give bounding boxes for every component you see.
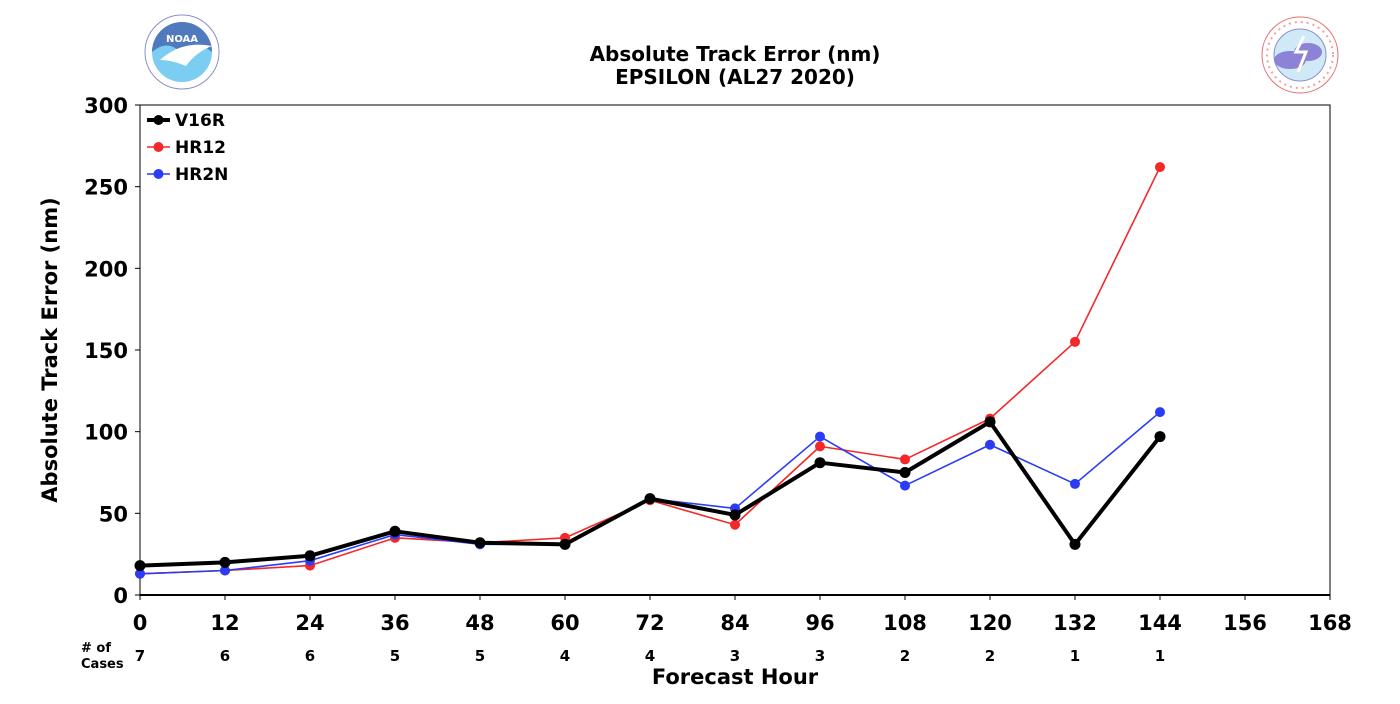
case-count: 2 bbox=[985, 647, 995, 665]
data-point-v16r bbox=[134, 560, 146, 572]
noaa-logo-text: NOAA bbox=[166, 34, 198, 45]
case-count: 5 bbox=[475, 647, 485, 665]
x-tick-label: 144 bbox=[1138, 611, 1182, 635]
data-point-v16r bbox=[304, 550, 316, 562]
legend-label: HR2N bbox=[175, 165, 228, 185]
x-tick-label: 132 bbox=[1053, 611, 1097, 635]
cases-row: 7 6 6 5 5 4 4 3 3 2 2 1 1 bbox=[135, 647, 1165, 665]
y-tick-label: 50 bbox=[99, 502, 128, 526]
y-axis-label: Absolute Track Error (nm) bbox=[38, 197, 62, 502]
data-point-v16r bbox=[389, 525, 401, 537]
nws-logo bbox=[1261, 16, 1339, 94]
data-point-hr2n bbox=[135, 568, 145, 579]
case-count: 1 bbox=[1155, 647, 1165, 665]
x-tick-label: 120 bbox=[968, 611, 1012, 635]
legend-marker bbox=[153, 169, 164, 179]
data-point-v16r bbox=[984, 416, 996, 428]
data-point-hr12 bbox=[900, 454, 910, 465]
y-tick-label: 0 bbox=[113, 584, 128, 608]
legend-item-v16r: V16R bbox=[147, 111, 225, 131]
data-point-v16r bbox=[1154, 431, 1166, 443]
case-count: 3 bbox=[730, 647, 740, 665]
y-tick-label: 150 bbox=[84, 339, 128, 363]
y-tick-label: 200 bbox=[84, 257, 128, 281]
case-count: 5 bbox=[390, 647, 400, 665]
case-count: 4 bbox=[645, 647, 655, 665]
data-point-hr2n bbox=[220, 565, 230, 576]
tick-labels: 0 12 24 36 48 60 72 84 96 108 120 132 144 156 168 0 50 10… bbox=[84, 94, 1352, 635]
case-count: 2 bbox=[900, 647, 910, 665]
data-point-hr2n bbox=[900, 480, 910, 491]
data-point-v16r bbox=[814, 457, 826, 469]
data-point-hr12 bbox=[1070, 336, 1080, 347]
legend-label: V16R bbox=[175, 111, 225, 131]
case-count: 3 bbox=[815, 647, 825, 665]
chart-subtitle: EPSILON (AL27 2020) bbox=[615, 65, 855, 89]
data-point-v16r bbox=[219, 556, 231, 568]
legend-marker bbox=[153, 115, 164, 125]
case-count: 6 bbox=[220, 647, 230, 665]
y-tick-label: 300 bbox=[84, 94, 128, 118]
case-count: 4 bbox=[560, 647, 570, 665]
x-tick-label: 168 bbox=[1308, 611, 1352, 635]
data-point-hr2n bbox=[985, 439, 995, 450]
legend: V16R HR12 HR2N bbox=[147, 111, 228, 185]
x-tick-label: 96 bbox=[805, 611, 834, 635]
data-point-v16r bbox=[474, 537, 486, 549]
x-tick-label: 60 bbox=[550, 611, 579, 635]
data-point-hr2n bbox=[1070, 478, 1080, 489]
data-point-hr2n bbox=[815, 431, 825, 442]
data-point-hr2n bbox=[1155, 407, 1165, 418]
y-tick-label: 250 bbox=[84, 176, 128, 200]
legend-item-hr2n: HR2N bbox=[147, 165, 228, 185]
data-point-hr12 bbox=[1155, 162, 1165, 173]
x-axis-label: Forecast Hour bbox=[652, 665, 819, 689]
x-tick-label: 12 bbox=[210, 611, 239, 635]
case-count: 6 bbox=[305, 647, 315, 665]
x-tick-label: 24 bbox=[295, 611, 324, 635]
data-point-v16r bbox=[899, 467, 911, 478]
x-tick-label: 48 bbox=[465, 611, 494, 635]
legend-marker bbox=[153, 142, 164, 152]
case-count: 1 bbox=[1070, 647, 1080, 665]
y-tick-label: 100 bbox=[84, 421, 128, 445]
x-tick-label: 108 bbox=[883, 611, 927, 635]
data-point-v16r bbox=[559, 538, 571, 550]
data-point-hr12 bbox=[730, 519, 740, 530]
x-tick-label: 0 bbox=[133, 611, 148, 635]
cases-label-line2: Cases bbox=[81, 657, 124, 672]
case-count: 7 bbox=[135, 647, 145, 665]
x-tick-label: 36 bbox=[380, 611, 409, 635]
noaa-logo: NOAA bbox=[144, 14, 220, 90]
series-v16r bbox=[134, 416, 1166, 572]
x-tick-label: 156 bbox=[1223, 611, 1267, 635]
data-point-v16r bbox=[729, 509, 741, 521]
series bbox=[134, 162, 1166, 579]
cases-label-line1: # of bbox=[81, 641, 111, 656]
legend-label: HR12 bbox=[175, 138, 226, 158]
legend-item-hr12: HR12 bbox=[147, 138, 226, 158]
x-tick-label: 72 bbox=[635, 611, 664, 635]
data-point-v16r bbox=[644, 493, 656, 505]
data-point-v16r bbox=[1069, 538, 1081, 550]
chart-title: Absolute Track Error (nm) bbox=[590, 42, 881, 66]
data-point-hr12 bbox=[815, 441, 825, 452]
x-tick-label: 84 bbox=[720, 611, 749, 635]
